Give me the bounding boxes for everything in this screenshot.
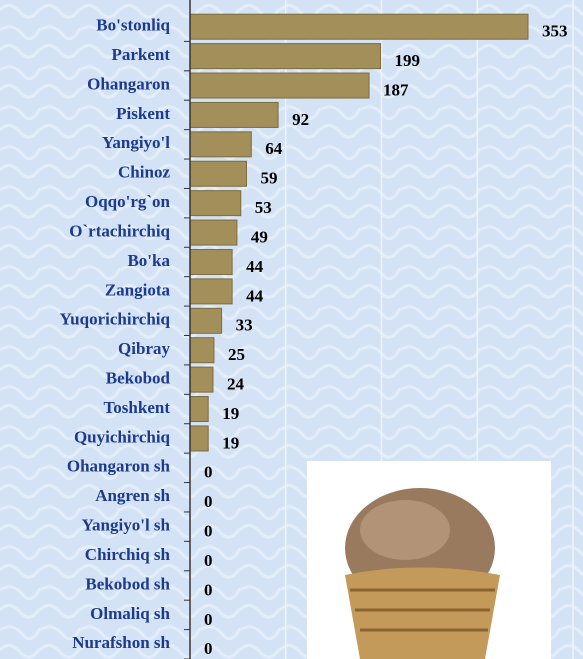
bar (189, 160, 247, 187)
category-label: Chinoz (118, 163, 170, 182)
value-label: 44 (246, 257, 264, 276)
category-label: Angren sh (95, 486, 170, 505)
bar (189, 43, 382, 70)
category-label: Yangiyo'l (102, 133, 170, 152)
bar (189, 248, 233, 275)
bar (189, 425, 209, 452)
value-label: 199 (395, 51, 421, 70)
value-label: 64 (265, 139, 283, 158)
bar (189, 396, 209, 423)
value-label: 24 (227, 375, 245, 394)
category-label: Qibray (118, 339, 170, 358)
category-label: Quyichirchiq (74, 427, 171, 446)
category-label: Nurafshon sh (72, 633, 170, 652)
category-label: Bo'ka (127, 251, 170, 270)
category-label: Parkent (111, 45, 170, 64)
bar (189, 101, 279, 128)
category-label: Olmaliq sh (90, 604, 170, 623)
category-label: Yangiyo'l sh (82, 516, 171, 535)
category-label: O`rtachirchiq (69, 221, 170, 240)
photo (307, 461, 551, 659)
bar (189, 337, 215, 364)
value-label: 25 (228, 345, 245, 364)
value-label: 187 (383, 80, 409, 99)
value-label: 59 (260, 169, 277, 188)
category-label: Bekobod sh (85, 574, 170, 593)
value-label: 19 (222, 404, 239, 423)
value-label: 0 (204, 639, 213, 658)
value-label: 353 (542, 22, 568, 41)
value-label: 0 (204, 522, 213, 541)
category-label: Piskent (116, 104, 170, 123)
bar (189, 72, 370, 99)
value-label: 0 (204, 580, 213, 599)
bar (189, 131, 252, 158)
category-label: Ohangaron sh (67, 457, 171, 476)
bar (189, 366, 214, 393)
value-label: 33 (236, 316, 253, 335)
category-label: Zangiota (105, 280, 171, 299)
value-label: 44 (246, 286, 264, 305)
bar (189, 307, 223, 334)
value-label: 0 (204, 610, 213, 629)
value-label: 0 (204, 492, 213, 511)
category-label: Ohangaron (87, 74, 170, 93)
bar (189, 13, 529, 40)
category-label: Bekobod (106, 369, 171, 388)
bar (189, 278, 233, 305)
value-label: 19 (222, 433, 239, 452)
value-label: 0 (204, 463, 213, 482)
category-label: Chirchiq sh (85, 545, 171, 564)
category-label: Toshkent (104, 398, 171, 417)
value-label: 0 (204, 551, 213, 570)
bar (189, 190, 242, 217)
value-label: 53 (255, 198, 272, 217)
category-label: Bo'stonliq (96, 16, 170, 35)
bar (189, 219, 238, 246)
value-label: 92 (292, 110, 309, 129)
value-label: 49 (251, 227, 268, 246)
category-label: Yuqorichirchiq (59, 310, 170, 329)
category-label: Oqqo'rg`on (85, 192, 171, 211)
